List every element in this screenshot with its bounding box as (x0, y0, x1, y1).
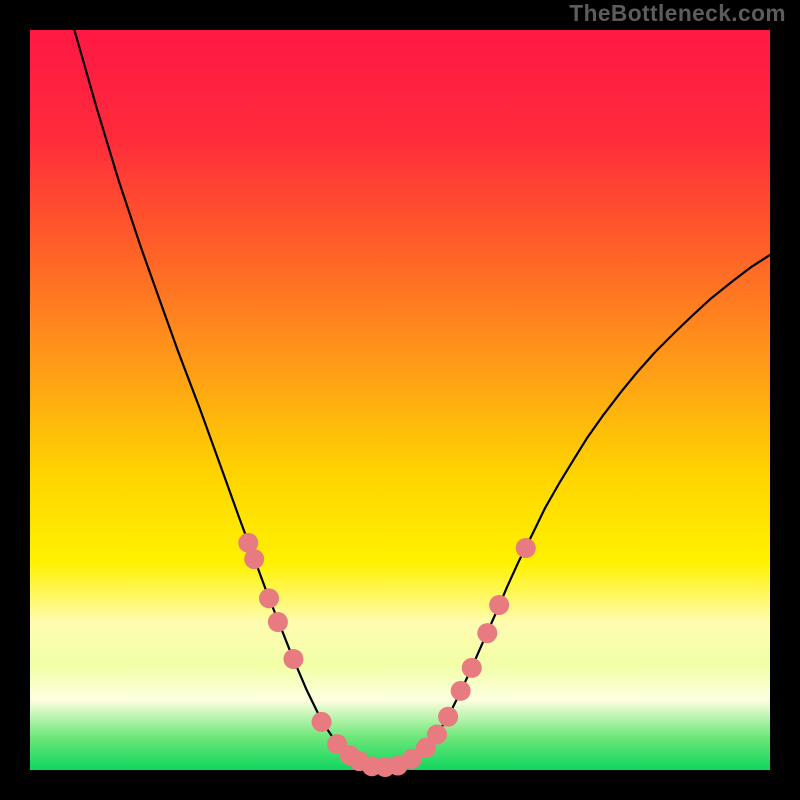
stage: TheBottleneck.com (0, 0, 800, 800)
marker-dot (438, 707, 458, 727)
marker-dot (462, 658, 482, 678)
marker-dot (477, 623, 497, 643)
marker-dot (451, 681, 471, 701)
bottleneck-chart (0, 0, 800, 800)
marker-dot (283, 649, 303, 669)
marker-dot (259, 588, 279, 608)
marker-dot (244, 549, 264, 569)
marker-dot (489, 595, 509, 615)
marker-dot (427, 724, 447, 744)
plot-background (30, 30, 770, 770)
marker-dot (268, 612, 288, 632)
marker-dot (312, 712, 332, 732)
marker-dot (516, 538, 536, 558)
watermark-text: TheBottleneck.com (569, 0, 786, 27)
